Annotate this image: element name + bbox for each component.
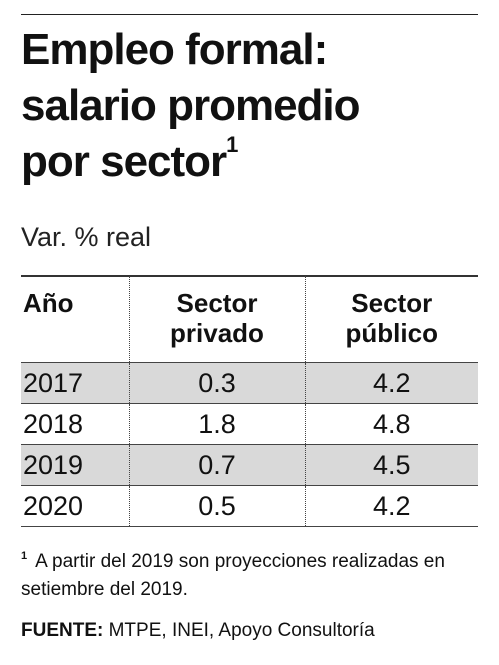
cell-year: 2020 [21, 485, 130, 527]
footnote-text: A partir del 2019 son proyecciones reali… [21, 551, 445, 600]
table-body: 2017 0.3 4.2 2018 1.8 4.8 2019 0.7 4.5 2020 0.5 4.2 [21, 362, 478, 527]
source-text: MTPE, INEI, Apoyo Consultoría [108, 620, 375, 641]
cell-private: 0.3 [129, 362, 306, 404]
table-row: 2018 1.8 4.8 [21, 403, 478, 445]
title-line-2: salario promedio [21, 81, 361, 130]
chart-subtitle: Var. % real [21, 222, 152, 252]
cell-public: 4.2 [305, 362, 478, 404]
title-line-3: por sector [21, 137, 227, 186]
cell-year: 2018 [21, 403, 130, 445]
cell-public: 4.5 [305, 444, 478, 486]
column-header-public: Sector público [305, 276, 478, 363]
footnote-marker: 1 [21, 550, 28, 562]
chart-title: Empleo formal: salario promedio por sect… [21, 22, 481, 190]
table-row: 2019 0.7 4.5 [21, 444, 478, 486]
data-table: Año Sector privado Sector público 2017 0.3 4… [21, 276, 478, 527]
cell-year: 2019 [21, 444, 130, 486]
column-header-private: Sector privado [129, 276, 306, 363]
table-row: 2020 0.5 4.2 [21, 485, 478, 527]
top-rule [21, 14, 478, 15]
cell-year: 2017 [21, 362, 130, 404]
source-label: FUENTE: [21, 620, 104, 641]
table-row: 2017 0.3 4.2 [21, 362, 478, 404]
cell-public: 4.2 [305, 485, 478, 527]
title-line-1: Empleo formal: [21, 25, 328, 74]
column-header-year: Año [21, 276, 130, 363]
cell-private: 1.8 [129, 403, 306, 445]
cell-private: 0.5 [129, 485, 306, 527]
cell-public: 4.8 [305, 403, 478, 445]
cell-private: 0.7 [129, 444, 306, 486]
title-footnote-marker: 1 [226, 132, 238, 157]
source-line: FUENTE: MTPE, INEI, Apoyo Consultoría [21, 620, 375, 642]
table-header-row: Año Sector privado Sector público [21, 276, 478, 363]
